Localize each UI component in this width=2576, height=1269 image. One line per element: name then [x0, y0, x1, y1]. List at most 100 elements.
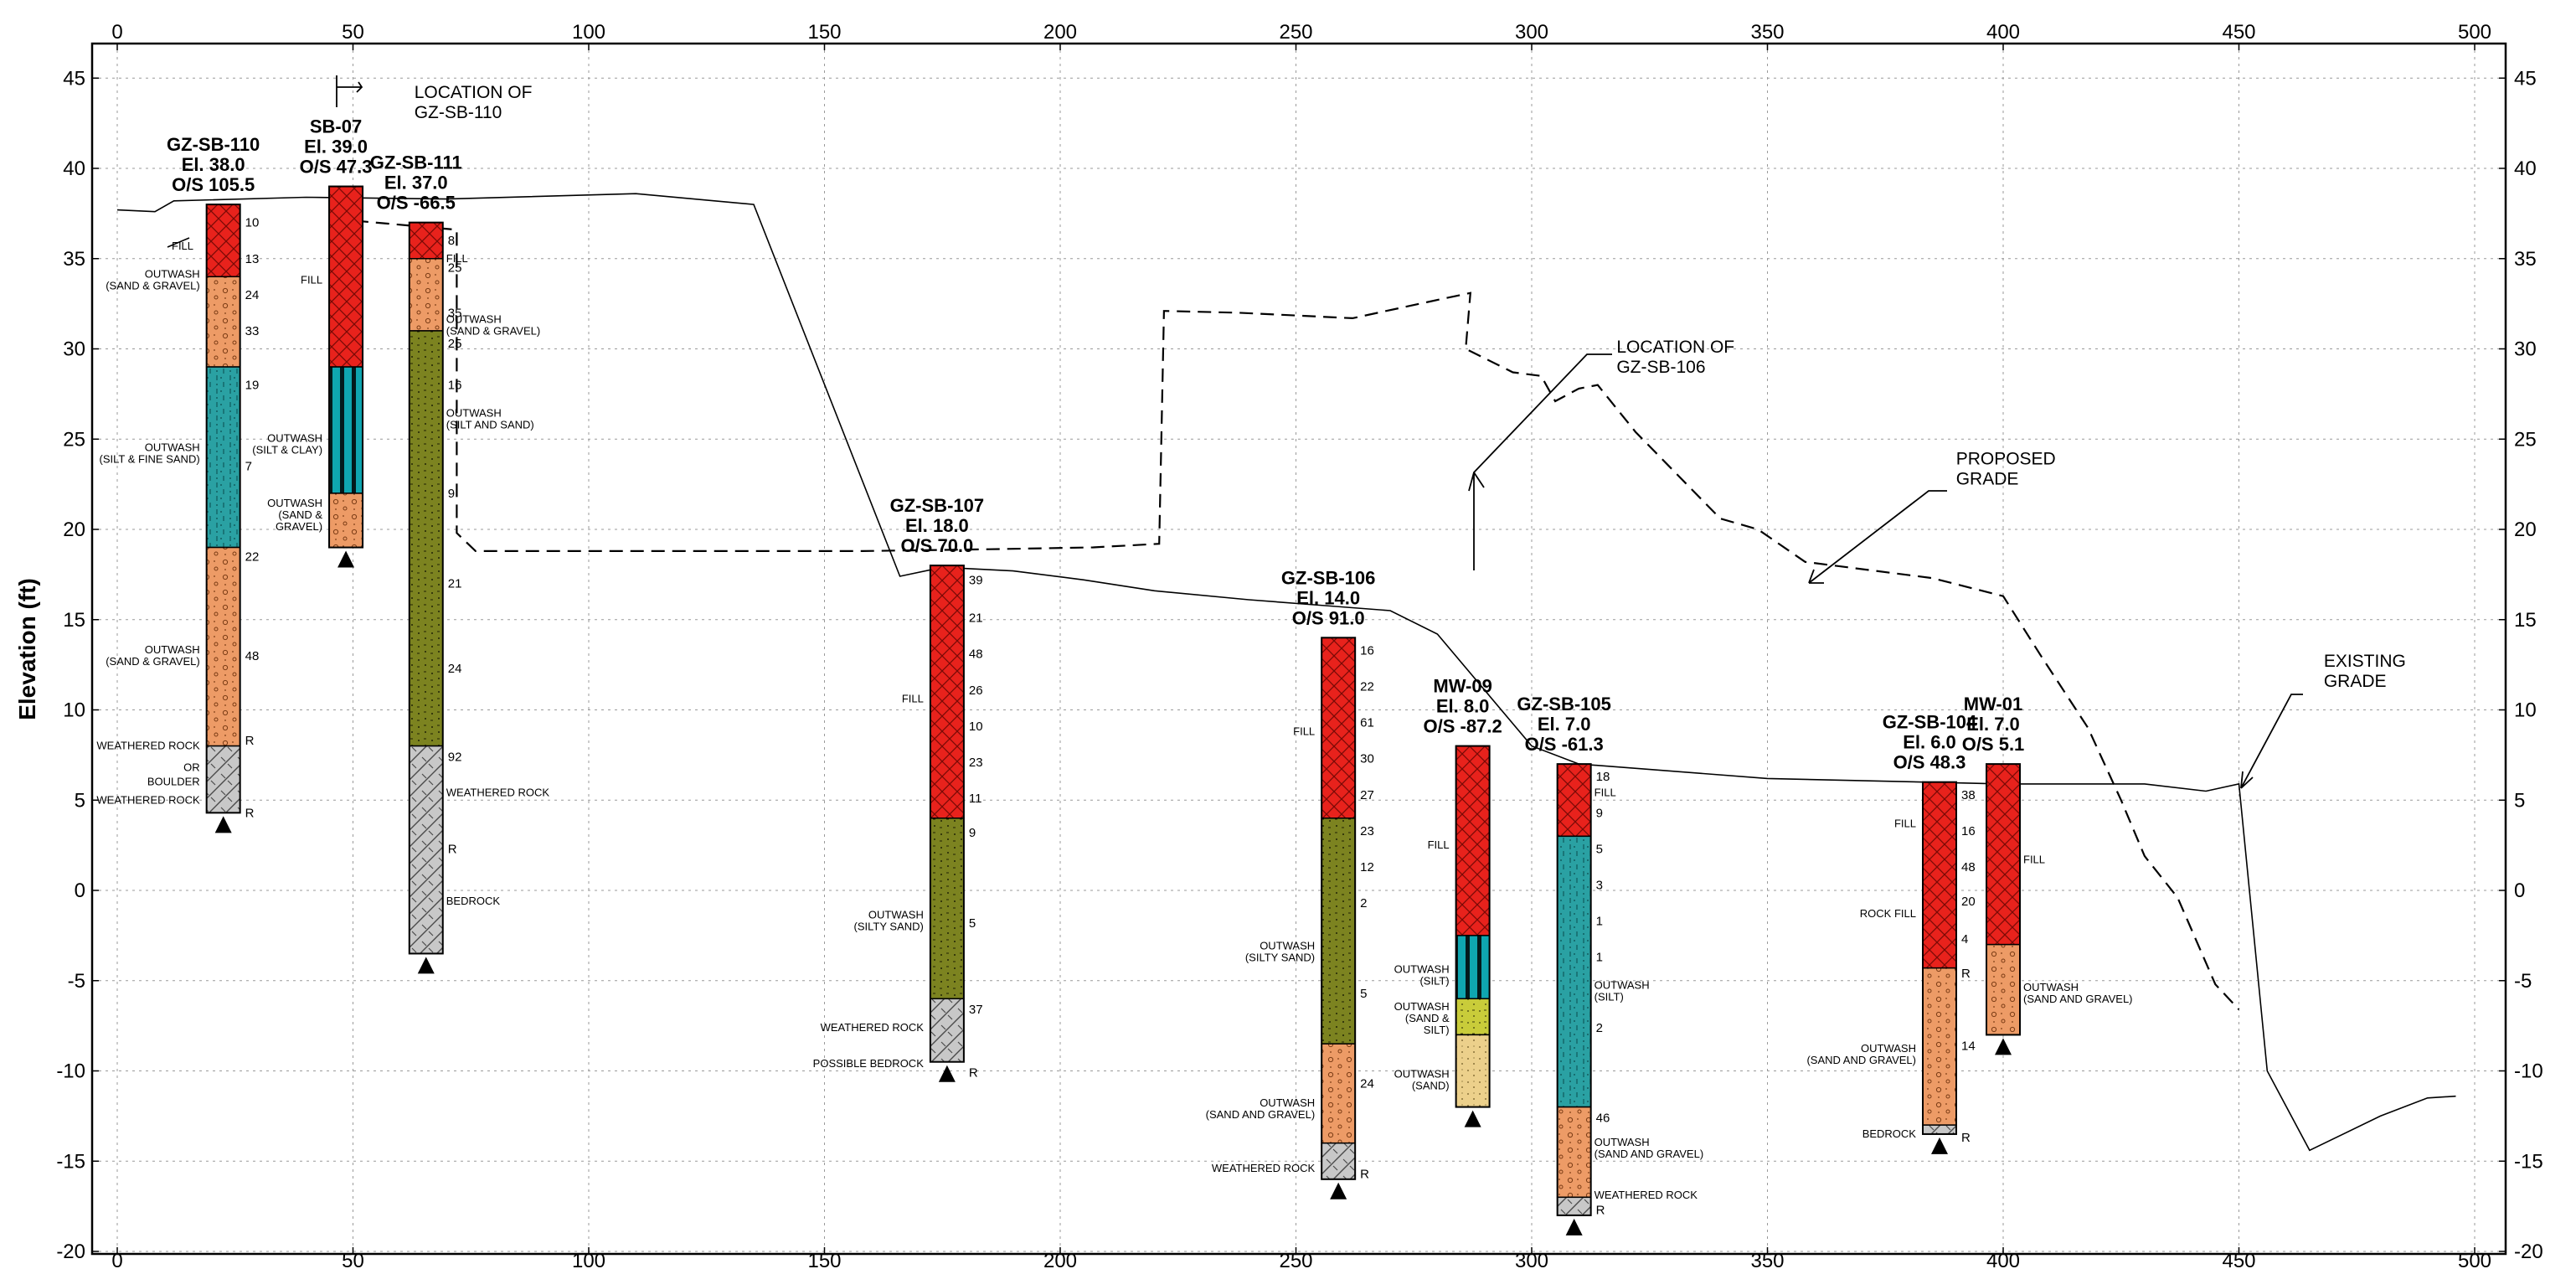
layer-label-line: (SILTY SAND) — [1245, 951, 1315, 963]
layer-label: FILL — [1894, 817, 1916, 829]
boring-title: MW-01 El. 7.0 O/S 5.1 — [1962, 694, 2025, 755]
x-tick-label-top: 350 — [1750, 21, 1784, 44]
soil-layer-outwash-silt-sand — [205, 366, 241, 549]
y-tick-label-left: -15 — [56, 1150, 85, 1173]
y-tick-label-right: 25 — [2514, 428, 2537, 451]
boring-log: MW-01 El. 7.0 O/S 5.1 FILL OUTWASH (SAND AND … — [1962, 694, 2133, 1055]
boring-title-line: El. 39.0 — [304, 137, 368, 157]
layer-label-line: OUTWASH — [145, 268, 200, 281]
blow-count: 21 — [448, 577, 462, 591]
boring-log: GZ-SB-105 El. 7.0 O/S -61.3 18 9 5 3 1 1 2 46 R FILL… — [1517, 694, 1703, 1235]
blow-count: 22 — [245, 549, 260, 564]
blow-count: R — [448, 842, 457, 856]
y-tick-label-right: 40 — [2514, 157, 2537, 180]
layer-label-line: (SAND AND GRAVEL) — [1595, 1148, 1704, 1160]
layer-label-line: ROCK FILL — [1860, 907, 1916, 920]
blow-count: 20 — [1961, 895, 1976, 909]
y-tick-label-right: -5 — [2514, 970, 2532, 993]
annotation-text-line: LOCATION OF — [1616, 338, 1734, 357]
boring-title-line: El. 14.0 — [1296, 587, 1360, 608]
blow-count: 7 — [245, 460, 252, 474]
y-axis-label: Elevation (ft) — [14, 578, 40, 720]
layer-label: FILL — [902, 693, 924, 705]
blow-count: 25 — [448, 261, 462, 276]
layer-label-line: BOULDER — [147, 776, 200, 788]
layer-label: OUTWASH (SILT) — [1394, 962, 1450, 987]
y-tick-label-left: 45 — [63, 67, 85, 90]
layer-label-line: FILL — [1595, 787, 1616, 799]
x-tick-label-bottom: 500 — [2458, 1250, 2491, 1269]
layer-label-line: BEDROCK — [1862, 1127, 1917, 1140]
boring-column-outline — [1986, 763, 2021, 1036]
blow-count: 33 — [245, 324, 260, 338]
y-tick-label-left: 5 — [75, 789, 85, 812]
y-tick-label-right: 0 — [2514, 880, 2525, 902]
boring-title: SB-07 El. 39.0 O/S 47.3 — [300, 116, 373, 178]
boring-title-line: El. 18.0 — [905, 515, 969, 536]
blow-count: 21 — [969, 611, 983, 626]
blow-count: 22 — [1360, 679, 1374, 694]
y-tick-label-left: 15 — [63, 609, 85, 632]
layer-label: OR — [183, 761, 200, 773]
y-tick-label-left: 20 — [63, 518, 85, 541]
blow-count: 10 — [245, 216, 260, 230]
boring-column-outline — [408, 221, 444, 955]
x-tick-label-bottom: 0 — [111, 1250, 122, 1269]
soil-layer-outwash-sand-gravel — [1922, 967, 1957, 1126]
blow-count: 11 — [969, 792, 982, 806]
layer-label-line: (SILT AND SAND) — [446, 419, 534, 431]
soil-layer-fill — [1986, 763, 2021, 946]
x-tick-label-bottom: 300 — [1515, 1250, 1548, 1269]
blow-count: 19 — [245, 379, 260, 393]
blow-count: 9 — [448, 487, 455, 501]
soil-layer-outwash-sand-gravel — [205, 546, 241, 747]
boring-title-line: O/S -87.2 — [1424, 716, 1502, 737]
x-axis-ticks: 0 0 50 50 100 100 150 150 200 200 250 250 300 300 350 3… — [111, 21, 2491, 1269]
layer-label-line: OUTWASH — [2023, 981, 2079, 993]
soil-layer-outwash-silt-clay — [328, 366, 363, 494]
layer-label: POSSIBLE BEDROCK — [813, 1057, 925, 1070]
soil-layer-outwash-silty-sand — [409, 330, 444, 747]
boring-log: GZ-SB-110 El. 38.0 O/S 105.5 10 13 24 33 19 7 22 4… — [96, 134, 260, 833]
layer-label-line: BEDROCK — [446, 895, 501, 907]
soil-layer-fill — [1455, 745, 1491, 936]
layer-label-line: OUTWASH — [1861, 1042, 1916, 1055]
boring-title: GZ-SB-111 El. 37.0 O/S -66.5 — [370, 152, 462, 214]
soil-layer-weathered-rock — [930, 998, 965, 1063]
blow-count: 1 — [1596, 915, 1603, 929]
layer-label-line: OUTWASH — [1394, 1067, 1450, 1080]
blow-count: R — [245, 806, 255, 820]
boring-title-line: MW-09 — [1433, 676, 1492, 697]
layer-label: OUTWASH (SAND & GRAVEL) — [446, 312, 540, 337]
x-tick-label-top: 150 — [807, 21, 841, 44]
layer-label-line: WEATHERED ROCK — [1595, 1189, 1698, 1201]
layer-label: FILL — [446, 252, 468, 265]
y-tick-label-left: -10 — [56, 1060, 85, 1083]
grid — [92, 44, 2506, 1254]
boring-end-marker — [938, 1065, 956, 1082]
blow-count: R — [1961, 967, 1971, 981]
layer-label: OUTWASH (SILT & FINE SAND) — [100, 441, 200, 465]
layer-label: OUTWASH (SAND & GRAVEL) — [267, 497, 322, 533]
annotation-leader — [2240, 694, 2303, 789]
blow-count: 4 — [1961, 932, 1968, 947]
boring-title: GZ-SB-106 El. 14.0 O/S 91.0 — [1281, 567, 1375, 628]
layer-label-line: (SAND AND GRAVEL) — [1206, 1108, 1316, 1121]
boring-title-line: O/S -61.3 — [1525, 734, 1604, 755]
layer-label-line: FILL — [1293, 725, 1315, 737]
layer-label-line: (SAND & GRAVEL) — [106, 655, 199, 668]
layer-label-line: (SILT) — [1595, 991, 1624, 1003]
y-tick-label-left: 30 — [63, 338, 85, 361]
blow-count: 61 — [1360, 716, 1374, 730]
annotation-text-line: LOCATION OF — [415, 83, 533, 102]
blow-count: 30 — [1360, 752, 1374, 766]
layer-label-line: FILL — [1894, 817, 1916, 829]
soil-layer-outwash-sand-gravel — [328, 493, 363, 549]
layer-label: WEATHERED ROCK — [96, 793, 200, 806]
blow-count: 9 — [969, 826, 976, 840]
boring-title-line: O/S 47.3 — [300, 157, 373, 178]
x-tick-label-top: 450 — [2222, 21, 2255, 44]
blow-count: 37 — [969, 1003, 983, 1017]
blow-count: 5 — [1596, 842, 1603, 856]
